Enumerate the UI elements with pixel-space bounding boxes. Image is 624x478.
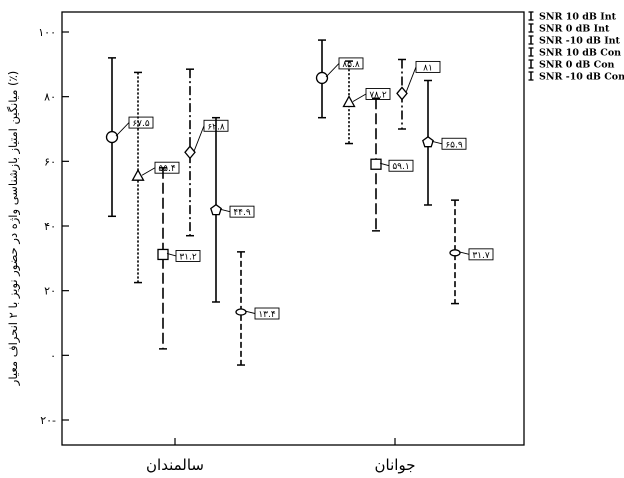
category-label-1: جوانان xyxy=(375,456,416,474)
data-label-3-1: ۸۱ xyxy=(423,63,433,73)
label-leader-2-1 xyxy=(379,162,390,167)
plot-frame xyxy=(61,11,525,446)
data-label-box-3-1 xyxy=(415,60,441,73)
data-label-1-0: ۵۵.۴ xyxy=(158,164,176,174)
label-leader-0-1 xyxy=(325,63,340,78)
mean-marker-2-1 xyxy=(370,158,382,170)
data-label-5-0: ۱۳.۴ xyxy=(258,310,276,320)
data-label-box-0-1 xyxy=(338,57,364,70)
data-label-0-0: ۶۷.۵ xyxy=(132,119,150,129)
data-label-box-4-0 xyxy=(229,205,255,218)
legend-entry-5: SNR -10 dB Con xyxy=(539,72,624,83)
y-tick-label-6: ۲۰- xyxy=(40,414,56,427)
y-tick-label-2: ۶۰ xyxy=(44,155,56,168)
mean-marker-5-0 xyxy=(235,308,247,316)
data-label-0-1: ۸۵.۸ xyxy=(342,60,360,70)
data-label-5-1: ۳۱.۷ xyxy=(472,251,490,261)
legend-entry-2: SNR -10 dB Int xyxy=(539,36,621,47)
mean-marker-3-1 xyxy=(396,86,408,101)
mean-marker-1-1 xyxy=(342,95,356,108)
y-tick-label-4: ۲۰ xyxy=(44,285,56,298)
mean-marker-4-0 xyxy=(210,203,222,216)
mean-marker-3-0 xyxy=(184,145,196,160)
y-axis-label: میانگین امتیاز بازشناسی واژه در حضور نوی… xyxy=(6,71,21,386)
y-tick-label-3: ۴۰ xyxy=(44,220,56,233)
series-4: ۴۴.۹ ۶۵.۹ xyxy=(210,79,467,303)
mean-marker-0-1 xyxy=(315,71,329,85)
y-axis-ticks: ۱۰۰ ۸۰ ۶۰ ۴۰ ۲۰ ۰ ۲۰- xyxy=(38,26,69,427)
series-1: ۵۵.۴ ۷۸.۲ xyxy=(131,60,391,284)
mean-marker-0-0 xyxy=(105,130,119,144)
label-leader-4-1 xyxy=(431,140,443,145)
category-label-0: سالمندان xyxy=(146,456,204,474)
label-leader-1-1 xyxy=(352,93,367,102)
series-2: ۳۱.۲ ۵۹.۱ xyxy=(157,97,414,350)
data-label-box-2-0 xyxy=(175,250,201,262)
legend-entry-0: SNR 10 dB Int xyxy=(539,12,617,23)
y-tick-label-1: ۸۰ xyxy=(44,91,56,104)
legend-entry-1: SNR 0 dB Int xyxy=(539,24,610,35)
y-tick-label-0: ۱۰۰ xyxy=(38,26,56,39)
label-leader-5-0 xyxy=(244,310,256,314)
mean-marker-4-1 xyxy=(422,135,434,148)
label-leader-2-0 xyxy=(166,253,177,257)
y-tick-label-5: ۰ xyxy=(50,349,56,362)
data-label-box-5-1 xyxy=(468,248,494,261)
legend-entry-4: SNR 0 dB Con xyxy=(539,60,615,71)
label-leader-5-1 xyxy=(458,251,470,255)
label-leader-0-0 xyxy=(115,122,130,137)
mean-marker-2-0 xyxy=(157,248,169,261)
data-label-4-1: ۶۵.۹ xyxy=(445,140,463,150)
series-3: ۶۲.۸۸۱ xyxy=(184,58,441,237)
series-5: ۱۳.۴ ۳۱.۷ xyxy=(235,199,494,366)
x-axis-categories: سالمندان جوانان xyxy=(146,438,415,474)
label-leader-4-0 xyxy=(219,208,231,213)
data-label-box-1-1 xyxy=(365,88,391,100)
label-leader-1-0 xyxy=(141,167,156,176)
mean-marker-1-0 xyxy=(131,168,145,181)
series-group: ۶۷.۵ ۸۵.۸ ۵۵.۴ ۷۸.۲ ۳۱.۲ ۵۹.۱۶۲.۸۸۱۴۴.۹ ۶۵.۹ ۱۳… xyxy=(105,39,494,366)
label-leader-3-1 xyxy=(405,66,417,93)
data-label-1-1: ۷۸.۲ xyxy=(369,90,387,100)
data-label-4-0: ۴۴.۹ xyxy=(233,208,251,218)
legend-entry-3: SNR 10 dB Con xyxy=(539,48,621,59)
mean-marker-5-1 xyxy=(449,249,461,257)
data-label-box-0-0 xyxy=(128,116,154,129)
label-leader-3-0 xyxy=(193,125,205,152)
data-label-2-0: ۳۱.۲ xyxy=(179,252,197,262)
data-label-box-5-0 xyxy=(254,307,280,320)
data-label-2-1: ۵۹.۱ xyxy=(392,162,409,172)
series-0: ۶۷.۵ ۸۵.۸ xyxy=(105,39,364,218)
data-label-box-2-1 xyxy=(388,159,414,172)
data-label-box-4-1 xyxy=(441,137,467,150)
